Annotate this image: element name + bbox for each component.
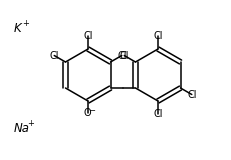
Text: Cl: Cl — [117, 51, 127, 60]
Text: Cl: Cl — [49, 51, 59, 60]
Text: K: K — [14, 21, 22, 35]
Text: +: + — [22, 19, 29, 28]
Text: Cl: Cl — [119, 51, 129, 60]
Text: Cl: Cl — [153, 31, 163, 41]
Text: Cl: Cl — [153, 109, 163, 119]
Text: O: O — [83, 108, 91, 118]
Text: −: − — [88, 106, 95, 115]
Text: Na: Na — [14, 121, 30, 135]
Text: +: + — [27, 119, 34, 128]
Text: Cl: Cl — [187, 89, 197, 100]
Text: Cl: Cl — [83, 31, 93, 41]
